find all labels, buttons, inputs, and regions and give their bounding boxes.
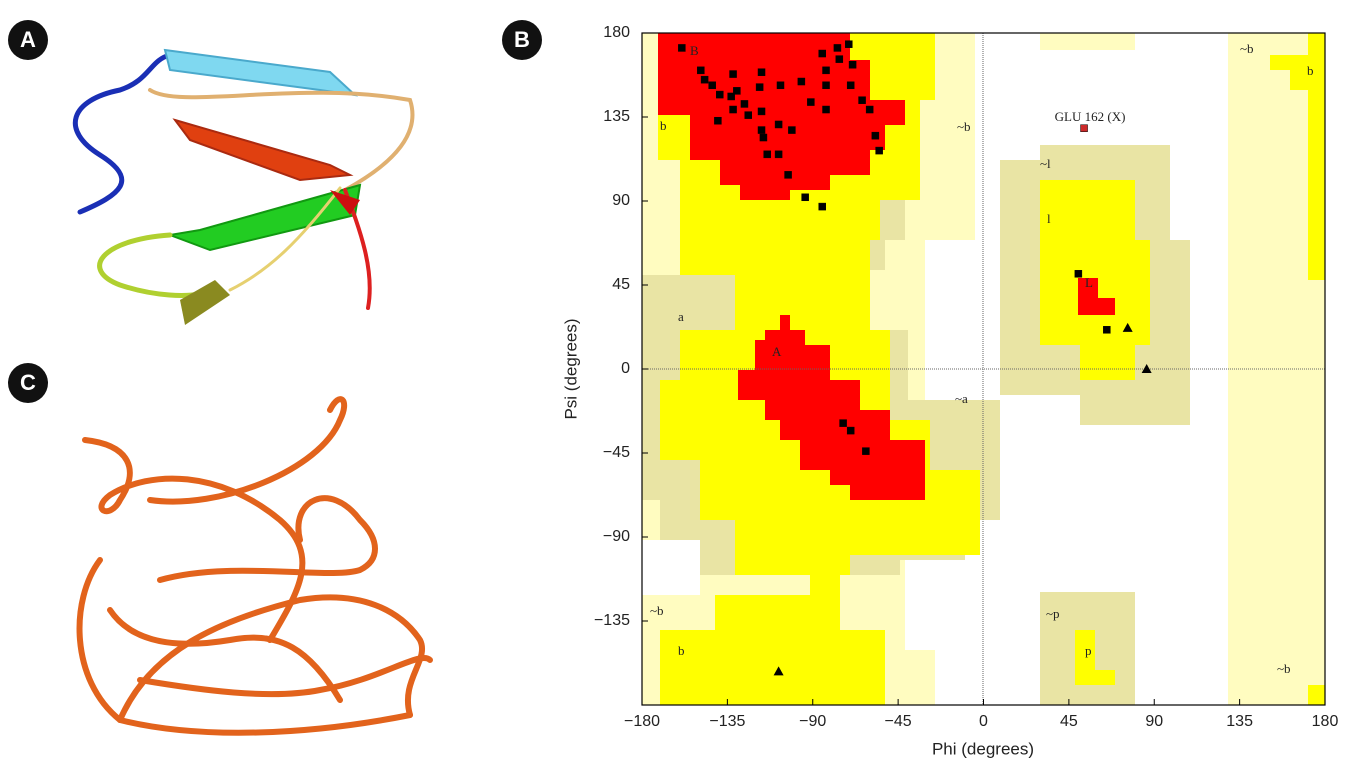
region-label: ~p <box>1046 606 1060 621</box>
region-label: B <box>690 43 699 58</box>
region-label: b <box>678 643 685 658</box>
region-label: ~b <box>650 603 664 618</box>
y-tick-label: −45 <box>603 444 630 461</box>
x-tick-label: −90 <box>799 713 826 730</box>
data-point <box>823 67 830 74</box>
region-label: A <box>772 344 782 359</box>
plot-regions <box>642 33 1325 705</box>
x-axis-label: Phi (degrees) <box>932 739 1034 758</box>
data-point <box>819 203 826 210</box>
data-point <box>840 420 847 427</box>
y-tick-label: 135 <box>603 108 630 125</box>
data-point <box>678 44 685 51</box>
data-point <box>788 127 795 134</box>
data-point <box>764 151 771 158</box>
data-point <box>872 132 879 139</box>
region-label: ~b <box>957 119 971 134</box>
data-point <box>716 91 723 98</box>
region-label: b <box>660 118 667 133</box>
data-point <box>775 151 782 158</box>
data-point <box>777 82 784 89</box>
region-label: l <box>1047 211 1051 226</box>
data-point <box>849 61 856 68</box>
region-label: ~b <box>1240 41 1254 56</box>
y-tick-label: −90 <box>603 528 630 545</box>
data-point <box>1075 270 1082 277</box>
data-point <box>709 82 716 89</box>
x-tick-label: −135 <box>709 713 745 730</box>
data-point <box>756 84 763 91</box>
data-point <box>847 82 854 89</box>
data-point <box>1081 125 1088 132</box>
x-tick-label: 135 <box>1226 713 1253 730</box>
region-label: ~b <box>1277 661 1291 676</box>
protein-structure-a <box>75 50 412 325</box>
data-point <box>862 448 869 455</box>
figure: Phi (degrees) Psi (degrees) A B C −180 −135 −… <box>0 0 1346 768</box>
x-tick-label: 180 <box>1312 713 1339 730</box>
panel-label: A <box>20 27 36 52</box>
x-tick-label: −45 <box>885 713 912 730</box>
data-point <box>876 147 883 154</box>
y-tick-label: 45 <box>612 276 630 293</box>
page: Phi (degrees) Psi (degrees) A B C −180 −135 −… <box>0 0 1346 768</box>
data-point <box>714 117 721 124</box>
data-point <box>823 82 830 89</box>
data-point <box>730 71 737 78</box>
data-point <box>859 97 866 104</box>
data-point <box>730 106 737 113</box>
region-label: a <box>678 309 684 324</box>
region-label: ~l <box>1040 156 1051 171</box>
data-point <box>847 427 854 434</box>
region-label: b <box>1307 63 1314 78</box>
data-point <box>758 69 765 76</box>
data-point <box>758 127 765 134</box>
data-point <box>733 87 740 94</box>
region-label: p <box>1085 643 1092 658</box>
y-tick-label: −135 <box>594 612 630 629</box>
x-tick-label: 0 <box>979 713 988 730</box>
x-tick-label: 45 <box>1060 713 1078 730</box>
x-tick-label: −180 <box>624 713 660 730</box>
data-point <box>802 194 809 201</box>
data-point <box>758 108 765 115</box>
data-point <box>834 44 841 51</box>
data-point <box>745 112 752 119</box>
data-point <box>760 134 767 141</box>
data-point <box>798 78 805 85</box>
region-label: L <box>1085 275 1093 290</box>
data-point <box>819 50 826 57</box>
y-tick-label: 0 <box>621 360 630 377</box>
data-point <box>697 67 704 74</box>
y-tick-label: 180 <box>603 24 630 41</box>
y-axis-label: Psi (degrees) <box>561 318 580 419</box>
region-label: ~a <box>955 391 968 406</box>
data-point <box>741 100 748 107</box>
data-point <box>836 56 843 63</box>
protein-structure-c <box>80 399 430 733</box>
data-point <box>1103 326 1110 333</box>
x-tick-label: 90 <box>1145 713 1163 730</box>
data-point <box>823 106 830 113</box>
point-label: GLU 162 (X) <box>1055 109 1126 124</box>
data-point <box>785 171 792 178</box>
data-point <box>701 76 708 83</box>
data-point <box>807 99 814 106</box>
data-point <box>866 106 873 113</box>
data-point <box>775 121 782 128</box>
panel-label: B <box>514 27 530 52</box>
panel-label: C <box>20 370 36 395</box>
data-point <box>845 41 852 48</box>
y-tick-label: 90 <box>612 192 630 209</box>
